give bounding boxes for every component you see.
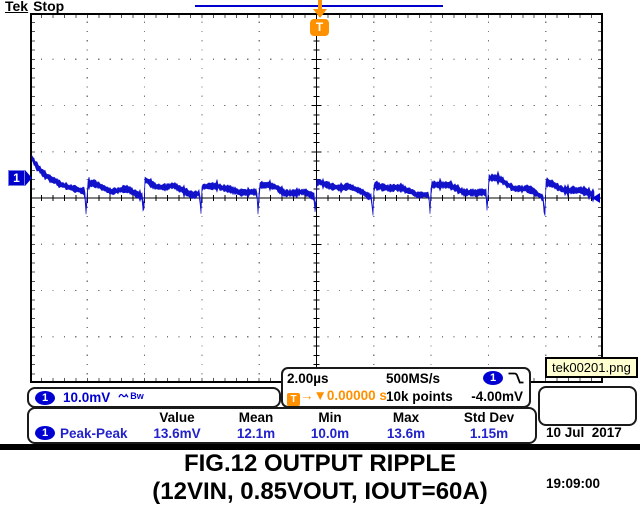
caption-line2: (12VIN, 0.85VOUT, IOUT=60A) <box>152 478 488 505</box>
trigger-level-value: -4.00mV <box>471 389 523 405</box>
col-header-stddev: Std Dev <box>463 410 515 426</box>
date-label: 10 Jul 2017 <box>546 425 622 440</box>
channel1-flag-label: 1 <box>8 170 25 186</box>
trigger-position-arrow-icon <box>310 0 330 20</box>
time-per-div-readout: 2.00µs <box>287 370 329 386</box>
measurement-min: 10.0m <box>310 425 350 441</box>
sample-rate-readout: 500MS/s <box>386 370 441 386</box>
acquisition-status: Tek Stop <box>5 0 64 14</box>
bandwidth-limit-icon: Bw <box>130 390 144 401</box>
col-header-min: Min <box>318 410 342 426</box>
timebase-trigger-readout-box: 2.00µs 500MS/s 1 T →▼0.00000 s 10k points… <box>281 367 531 408</box>
waveform-svg <box>31 154 600 216</box>
trigger-marker-glyph: ▼ <box>313 387 327 403</box>
ac-coupling-icon <box>118 392 129 398</box>
measurement-stddev: 1.15m <box>469 425 509 441</box>
oscilloscope-screenshot: Tek Stop T 1 tek00201.png 2.00µs 500MS/s … <box>0 0 640 491</box>
channel1-badge-icon: 1 <box>35 390 55 405</box>
channel1-scale-readout-box: 1 10.0mV Bw <box>27 387 281 408</box>
measurement-mean: 12.1m <box>236 425 276 441</box>
measurement-max: 13.6m <box>386 425 426 441</box>
trigger-position-value: 0.00000 s <box>326 387 387 403</box>
channel1-ground-marker: 1 <box>8 170 32 186</box>
measurement-value: 13.6mV <box>153 425 201 441</box>
time-label: 19:09:00 <box>546 476 601 491</box>
col-header-mean: Mean <box>238 410 274 426</box>
acq-state-label: Stop <box>33 0 65 14</box>
waveform <box>30 13 603 383</box>
trigger-arrow-glyph: → <box>300 387 314 403</box>
channel1-scale-value: 10.0mV <box>63 390 111 405</box>
measurement-row-label: 1 Peak-Peak <box>31 426 135 441</box>
screenshot-bottom-border <box>0 444 640 450</box>
trigger-arrow-head <box>313 9 327 18</box>
col-header-max: Max <box>392 410 420 426</box>
trigger-arrow-stem <box>318 0 322 10</box>
measurement-source-channel-icon: 1 <box>35 426 55 441</box>
trigger-source-readout: 1 <box>470 370 525 386</box>
figure-caption: FIG.12 OUTPUT RIPPLE (12VIN, 0.85VOUT, I… <box>0 450 640 506</box>
col-header-value: Value <box>159 410 195 426</box>
trigger-position-readout: T →▼0.00000 s <box>287 387 387 406</box>
record-length-readout: 10k points <box>386 389 453 405</box>
trigger-t-badge: T <box>310 19 329 36</box>
trigger-falling-slope-icon <box>508 372 524 384</box>
measurement-name: Peak-Peak <box>60 425 128 441</box>
caption-line1: FIG.12 OUTPUT RIPPLE <box>183 450 457 477</box>
measurement-table: Value Mean Min Max Std Dev 1 Peak-Peak 1… <box>27 407 537 444</box>
saved-filename-tooltip: tek00201.png <box>545 357 638 378</box>
trigger-source-channel-icon: 1 <box>483 371 503 386</box>
datetime-box: 10 Jul 2017 19:09:00 <box>538 386 637 491</box>
channel1-flag-arrow-icon <box>25 170 32 186</box>
tek-logo: Tek <box>5 0 29 14</box>
trigger-level-readout: -4.00mV <box>470 389 525 404</box>
trigger-position-t-icon: T <box>287 392 300 406</box>
channel1-coupling-indicators: Bw <box>118 391 144 401</box>
